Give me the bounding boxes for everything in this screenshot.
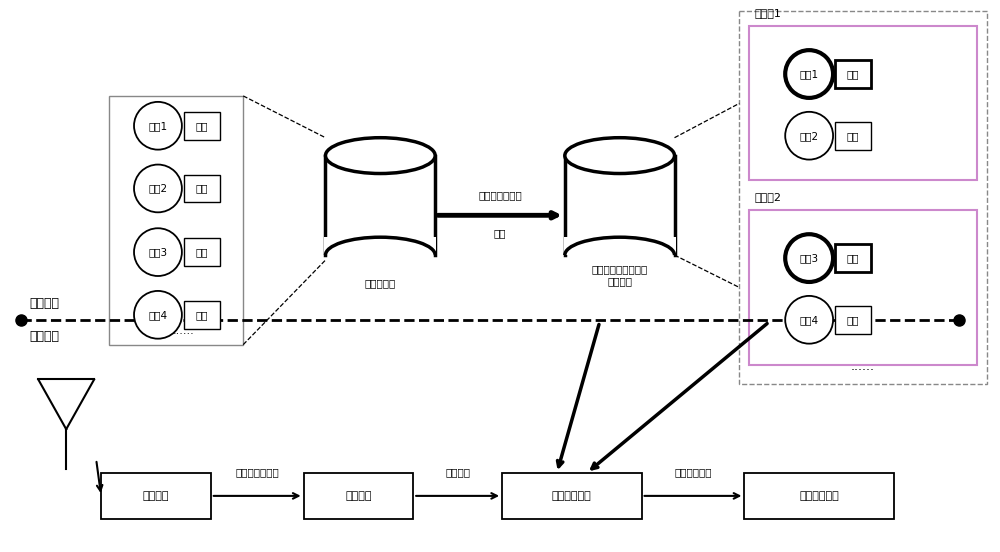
Text: 指纹: 指纹	[847, 253, 859, 263]
Text: 聚类: 聚类	[494, 228, 506, 238]
Bar	[749, 26, 977, 181]
Text: 初级位置信息: 初级位置信息	[552, 491, 592, 501]
Circle shape	[785, 112, 833, 160]
Circle shape	[785, 50, 833, 98]
Bar	[835, 122, 871, 150]
Bar	[109, 96, 243, 344]
Text: 位置1: 位置1	[148, 121, 168, 131]
Bar	[744, 473, 894, 519]
Text: 指纹: 指纹	[847, 131, 859, 141]
Text: 相似性传播算法: 相似性传播算法	[478, 190, 522, 200]
Bar	[324, 237, 436, 255]
Text: 指纹数据库: 指纹数据库	[365, 278, 396, 288]
Text: ......: ......	[851, 360, 875, 373]
Text: 经过预分类处理的指
纹数据库: 经过预分类处理的指 纹数据库	[592, 264, 648, 286]
Bar	[749, 210, 977, 364]
Bar	[564, 237, 676, 255]
Ellipse shape	[325, 137, 435, 173]
Bar	[565, 156, 675, 255]
Text: 最终位置信息: 最终位置信息	[799, 491, 839, 501]
Text: 位置1: 位置1	[800, 69, 819, 79]
Bar	[325, 156, 435, 255]
Bar	[739, 12, 987, 384]
Ellipse shape	[565, 137, 675, 173]
Text: 指纹簇1: 指纹簇1	[754, 8, 781, 18]
Circle shape	[134, 164, 182, 213]
Text: 位置3: 位置3	[800, 253, 819, 263]
Text: 定位设备: 定位设备	[143, 491, 169, 501]
Bar	[835, 60, 871, 88]
Circle shape	[785, 234, 833, 282]
Text: 位置4: 位置4	[148, 310, 168, 320]
Bar	[835, 306, 871, 334]
Bar	[184, 112, 220, 140]
Text: 位置3: 位置3	[148, 247, 168, 257]
Text: 定位信息的采集: 定位信息的采集	[235, 467, 279, 477]
Text: 定位匹配算法: 定位匹配算法	[674, 467, 712, 477]
Bar	[304, 473, 413, 519]
Text: 定位信息: 定位信息	[345, 491, 372, 501]
Text: 指纹: 指纹	[847, 69, 859, 79]
Text: 位置2: 位置2	[800, 131, 819, 141]
Bar	[184, 301, 220, 329]
Circle shape	[134, 291, 182, 339]
Bar	[502, 473, 642, 519]
Circle shape	[134, 228, 182, 276]
Text: 指纹: 指纹	[196, 247, 208, 257]
Text: ......: ......	[173, 326, 195, 336]
Text: 离线模式: 离线模式	[29, 297, 59, 310]
Text: 分类匹配: 分类匹配	[445, 467, 470, 477]
Text: 指纹簇2: 指纹簇2	[754, 193, 781, 203]
Bar	[184, 238, 220, 266]
Text: 在线模式: 在线模式	[29, 330, 59, 343]
Text: 指纹: 指纹	[196, 183, 208, 193]
Circle shape	[134, 102, 182, 150]
Bar	[101, 473, 211, 519]
Bar	[184, 174, 220, 203]
Text: 指纹: 指纹	[196, 310, 208, 320]
Circle shape	[785, 296, 833, 344]
Text: 位置4: 位置4	[800, 315, 819, 325]
Text: 指纹: 指纹	[196, 121, 208, 131]
Text: 位置2: 位置2	[148, 183, 168, 193]
Bar	[835, 244, 871, 272]
Text: 指纹: 指纹	[847, 315, 859, 325]
